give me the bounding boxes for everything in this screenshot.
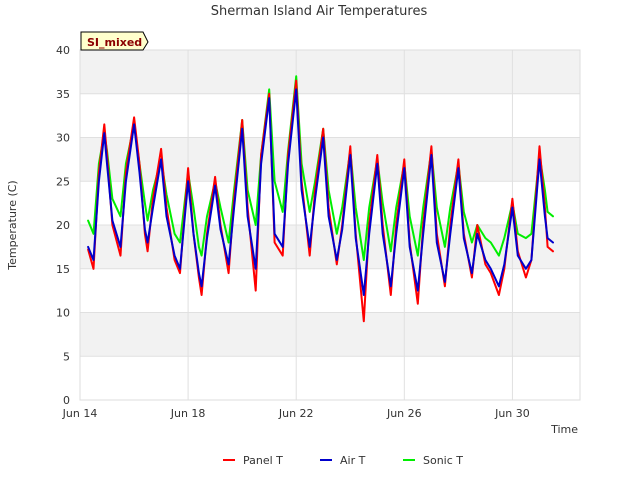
y-tick-label: 10 bbox=[56, 307, 70, 320]
series-line-air-t bbox=[87, 88, 554, 296]
y-tick-label: 30 bbox=[56, 132, 70, 145]
y-tick-label: 20 bbox=[56, 219, 70, 232]
plot-band bbox=[80, 225, 580, 269]
y-axis-label: Temperature (C) bbox=[6, 180, 19, 270]
x-tick-label: Jun 18 bbox=[170, 407, 206, 420]
x-axis-ticks: Jun 14 Jun 18 Jun 22 Jun 26 Jun 30 bbox=[62, 407, 530, 420]
x-tick-label: Jun 26 bbox=[386, 407, 422, 420]
plot-band bbox=[80, 137, 580, 182]
y-axis-ticks: 0 5 10 15 20 25 30 35 40 bbox=[56, 44, 70, 407]
legend-label: Sonic T bbox=[423, 454, 463, 467]
plot-band bbox=[80, 50, 580, 94]
x-tick-label: Jun 22 bbox=[278, 407, 314, 420]
y-tick-label: 25 bbox=[56, 175, 70, 188]
grid-lines bbox=[79, 49, 581, 401]
series-layer bbox=[87, 75, 554, 323]
legend-label: Air T bbox=[340, 454, 366, 467]
x-axis-label: Time bbox=[550, 423, 578, 436]
plot-band bbox=[80, 312, 580, 357]
legend-label: Panel T bbox=[243, 454, 283, 467]
y-tick-label: 5 bbox=[63, 350, 70, 363]
y-tick-label: 15 bbox=[56, 263, 70, 276]
x-tick-label: Jun 30 bbox=[494, 407, 530, 420]
site-badge-label: SI_mixed bbox=[87, 36, 142, 49]
legend: Panel T Air T Sonic T bbox=[223, 454, 463, 467]
x-tick-label: Jun 14 bbox=[62, 407, 98, 420]
y-tick-label: 40 bbox=[56, 44, 70, 57]
plot-border bbox=[79, 49, 581, 401]
y-tick-label: 35 bbox=[56, 88, 70, 101]
y-tick-label: 0 bbox=[63, 394, 70, 407]
site-badge: SI_mixed bbox=[80, 31, 149, 51]
chart-title: Sherman Island Air Temperatures bbox=[211, 4, 428, 19]
